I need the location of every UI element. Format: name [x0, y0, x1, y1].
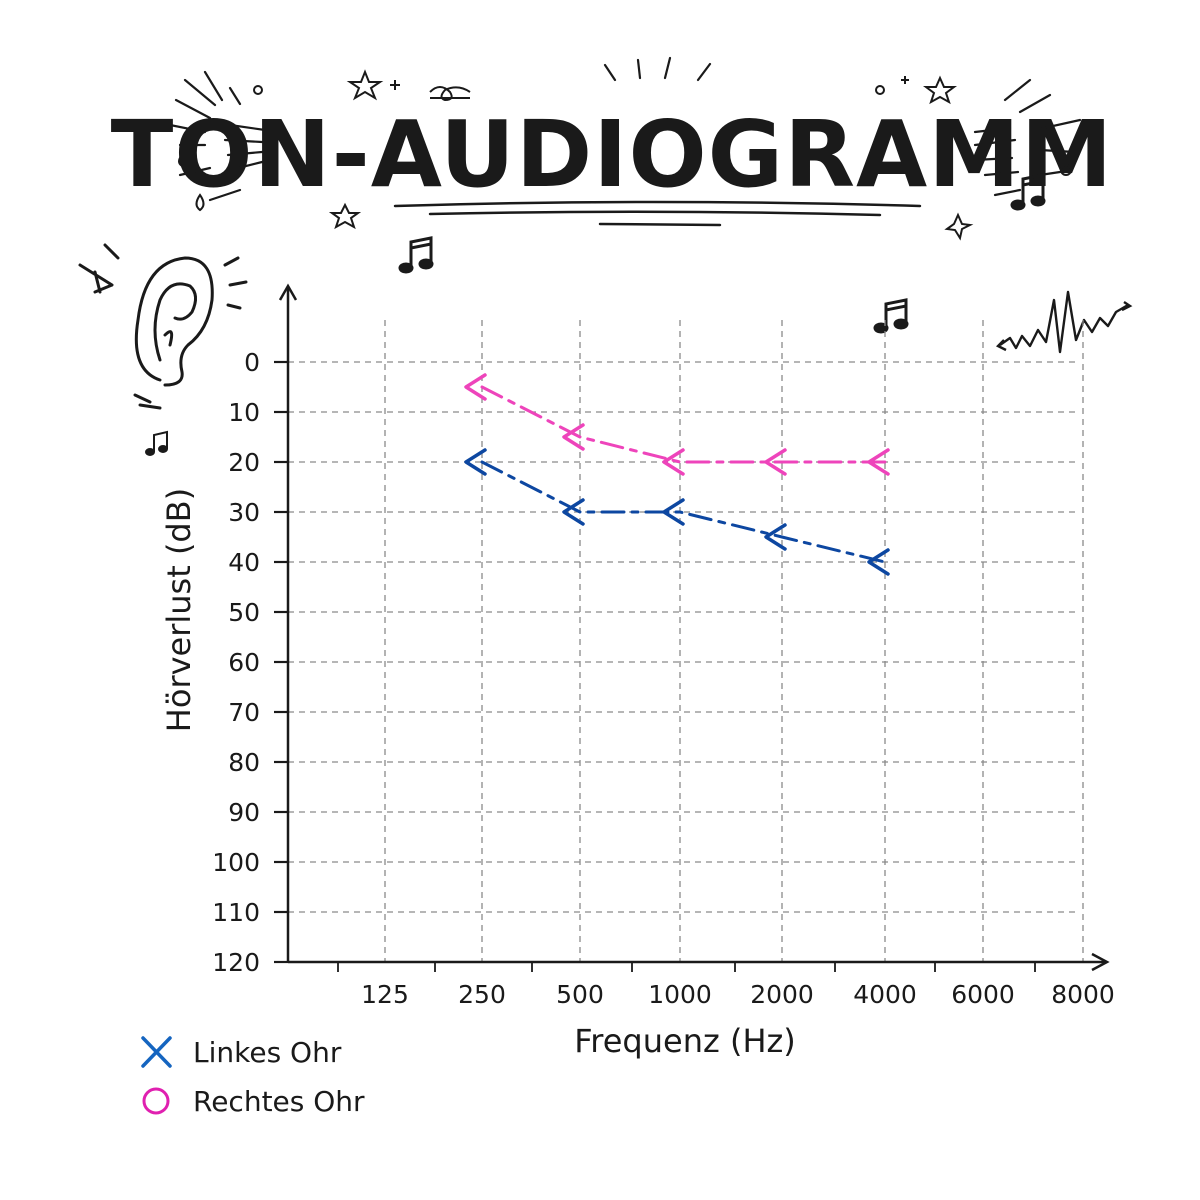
legend-label: Linkes Ohr	[193, 1036, 342, 1069]
ear-icon	[78, 243, 248, 410]
music-note-icon	[873, 298, 909, 334]
title-underline	[393, 200, 922, 227]
chart-grid	[288, 320, 1084, 962]
chart-axes	[278, 283, 1110, 972]
left-burst-lines	[168, 70, 267, 202]
x-axis-label: Frequenz (Hz)	[574, 1022, 796, 1060]
x-tick-label: 2000	[750, 980, 814, 1009]
x-axis-arrow	[1091, 952, 1110, 972]
music-note-icon	[398, 236, 434, 274]
data-point-linkes-ohr	[662, 498, 685, 526]
y-tick-label: 60	[228, 648, 260, 677]
series-layer	[464, 373, 890, 576]
star-icon	[328, 202, 362, 230]
music-note-icon	[145, 430, 168, 456]
doodle-dot	[1060, 164, 1072, 176]
data-point-rechtes-ohr	[764, 448, 787, 476]
data-point-linkes-ohr	[867, 548, 890, 576]
data-point-linkes-ohr	[562, 498, 585, 526]
data-point-linkes-ohr	[764, 523, 787, 551]
series-line-rechtes-ohr	[480, 385, 887, 464]
y-tick-label: 0	[244, 348, 260, 377]
data-point-rechtes-ohr	[464, 373, 487, 401]
y-tick-label: 110	[212, 898, 260, 927]
star-icon	[346, 69, 384, 101]
y-tick-label: 30	[228, 498, 260, 527]
legend-marker-x-icon	[141, 1036, 172, 1068]
chart-legend: Linkes Ohr Rechtes Ohr	[141, 1036, 365, 1118]
doodle-dot	[253, 85, 263, 95]
y-tick-label: 100	[212, 848, 260, 877]
star-icon	[923, 75, 957, 105]
title-group: TON-AUDIOGRAMM	[111, 56, 1114, 241]
x-tick-label: 500	[556, 980, 604, 1009]
star-icon	[944, 212, 974, 241]
y-tick-label: 90	[228, 798, 260, 827]
x-tick-label: 1000	[648, 980, 712, 1009]
y-axis-ticks: 0 10 20 30 40 50 60 70 80 90 100 110 120	[212, 348, 288, 977]
y-axis-label: Hörverlust (dB)	[160, 488, 198, 732]
page-title: TON-AUDIOGRAMM	[111, 101, 1114, 208]
legend-marker-circle-icon	[142, 1087, 170, 1115]
y-tick-label: 40	[228, 548, 260, 577]
y-tick-label: 20	[228, 448, 260, 477]
data-point-linkes-ohr	[464, 448, 487, 476]
sound-wave-icon	[999, 290, 1129, 354]
y-tick-label: 50	[228, 598, 260, 627]
y-axis-arrow	[278, 283, 298, 301]
x-tick-label: 125	[361, 980, 409, 1009]
x-tick-label: 8000	[1051, 980, 1115, 1009]
top-burst-lines	[603, 56, 712, 82]
music-note-icon	[1010, 173, 1046, 211]
sparkle-marks	[390, 76, 909, 90]
x-tick-label: 6000	[951, 980, 1015, 1009]
y-tick-label: 120	[212, 948, 260, 977]
data-point-rechtes-ohr	[562, 423, 585, 451]
audiogram-chart: 0 10 20 30 40 50 60 70 80 90 100 110 120 125 250 500 10…	[160, 283, 1115, 1060]
y-tick-label: 10	[228, 398, 260, 427]
data-point-rechtes-ohr	[867, 448, 890, 476]
x-tick-label: 250	[458, 980, 506, 1009]
series-line-linkes-ohr	[480, 460, 887, 564]
legend-label: Rechtes Ohr	[193, 1085, 365, 1118]
x-axis-ticks: 125 250 500 1000 2000 4000 6000 8000	[337, 962, 1115, 1009]
y-tick-label: 80	[228, 748, 260, 777]
sound-wave-arrows	[995, 301, 1133, 352]
swirl-doodle	[429, 86, 471, 102]
doodle-dot	[875, 85, 885, 95]
drop-doodle	[178, 153, 205, 212]
data-point-rechtes-ohr	[662, 448, 685, 476]
x-tick-label: 4000	[853, 980, 917, 1009]
y-tick-label: 70	[228, 698, 260, 727]
right-burst-lines	[973, 78, 1082, 197]
